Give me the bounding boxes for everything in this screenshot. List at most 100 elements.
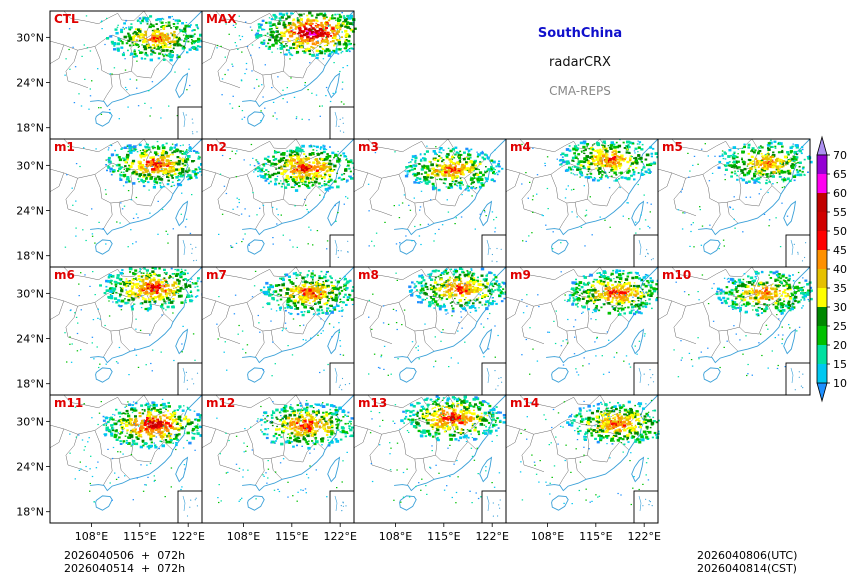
echo-cell bbox=[347, 48, 350, 51]
echo-cell bbox=[465, 161, 468, 164]
echo-cell bbox=[502, 288, 505, 290]
echo-cell bbox=[436, 158, 440, 162]
echo-cell bbox=[307, 270, 310, 272]
echo-cell bbox=[129, 166, 132, 169]
echo-cell bbox=[71, 187, 73, 189]
echo-cell bbox=[408, 290, 413, 293]
echo-cell bbox=[307, 186, 311, 189]
echo-cell bbox=[135, 328, 137, 330]
echo-cell bbox=[637, 140, 639, 142]
echo-cell bbox=[486, 156, 489, 158]
echo-cell bbox=[585, 155, 589, 158]
echo-cell bbox=[164, 151, 169, 155]
echo-cell bbox=[598, 173, 600, 175]
echo-cell bbox=[327, 162, 331, 165]
echo-cell bbox=[236, 197, 238, 199]
echo-cell bbox=[434, 279, 436, 281]
echo-cell bbox=[767, 151, 770, 153]
echo-cell bbox=[172, 161, 176, 165]
echo-cell bbox=[173, 25, 175, 28]
echo-cell bbox=[340, 173, 344, 176]
echo-cell bbox=[156, 289, 159, 292]
echo-cell bbox=[264, 162, 268, 165]
echo-cell bbox=[798, 165, 801, 168]
echo-cell bbox=[159, 186, 163, 189]
echo-cell bbox=[573, 152, 576, 155]
echo-cell bbox=[189, 35, 193, 38]
echo-cell bbox=[110, 144, 113, 147]
echo-cell bbox=[191, 160, 194, 163]
echo-cell bbox=[333, 29, 336, 32]
echo-cell bbox=[741, 158, 743, 161]
echo-cell bbox=[342, 152, 346, 155]
echo-cell bbox=[459, 172, 464, 176]
echo-cell bbox=[491, 211, 494, 213]
echo-cell bbox=[85, 15, 88, 17]
taiwan-coast bbox=[479, 200, 493, 227]
echo-cell bbox=[779, 142, 783, 145]
echo-cell bbox=[319, 293, 322, 296]
echo-cell bbox=[311, 288, 315, 291]
echo-cell bbox=[158, 177, 162, 181]
echo-cell bbox=[174, 173, 177, 176]
echo-cell bbox=[585, 149, 587, 152]
echo-cell bbox=[319, 300, 322, 302]
echo-cell bbox=[137, 44, 140, 46]
province-border bbox=[367, 138, 422, 153]
echo-cell bbox=[279, 47, 283, 50]
echo-cell bbox=[754, 170, 757, 173]
echo-cell bbox=[330, 284, 333, 287]
echo-cell bbox=[338, 28, 342, 31]
echo-cell bbox=[424, 157, 426, 159]
echo-cell bbox=[561, 152, 565, 156]
echo-cell bbox=[446, 153, 450, 156]
echo-cell bbox=[751, 166, 753, 168]
echo-cell bbox=[307, 299, 310, 302]
echo-cell bbox=[809, 160, 813, 164]
echo-cell bbox=[294, 25, 298, 29]
echo-cell bbox=[774, 163, 777, 166]
echo-cell bbox=[349, 159, 353, 162]
echo-cell bbox=[529, 181, 531, 183]
echo-cell bbox=[158, 282, 161, 285]
echo-cell bbox=[139, 162, 142, 164]
echo-cell bbox=[75, 235, 77, 237]
echo-cell bbox=[242, 348, 244, 350]
echo-cell bbox=[170, 27, 173, 29]
echo-cell bbox=[765, 179, 768, 182]
echo-cell bbox=[328, 52, 332, 55]
echo-cell bbox=[346, 289, 348, 291]
echo-cell bbox=[315, 177, 319, 180]
echo-cell bbox=[166, 296, 170, 300]
echo-cell bbox=[107, 165, 110, 168]
echo-cell bbox=[133, 42, 136, 45]
echo-cell bbox=[733, 167, 736, 169]
echo-cell bbox=[161, 17, 164, 19]
province-border bbox=[295, 10, 304, 39]
echo-cell bbox=[769, 159, 773, 162]
echo-cell bbox=[769, 156, 773, 158]
echo-cell bbox=[196, 45, 200, 48]
echo-cell bbox=[296, 33, 299, 35]
echo-cell bbox=[286, 101, 288, 103]
echo-cell bbox=[316, 290, 319, 293]
echo-cell bbox=[597, 163, 600, 166]
echo-cell bbox=[608, 164, 613, 168]
echo-cell bbox=[197, 27, 200, 30]
echo-cell bbox=[165, 22, 167, 24]
echo-cell bbox=[333, 44, 336, 47]
echo-cell bbox=[175, 28, 178, 30]
echo-cell bbox=[473, 176, 475, 178]
echo-cell bbox=[316, 161, 320, 164]
echo-field bbox=[367, 145, 504, 247]
echo-cell bbox=[451, 166, 454, 169]
echo-cell bbox=[320, 50, 324, 53]
echo-cell bbox=[451, 175, 455, 179]
echo-cell bbox=[137, 161, 142, 164]
echo-cell bbox=[149, 334, 151, 336]
echo-cell bbox=[319, 34, 323, 37]
echo-cell bbox=[123, 281, 126, 284]
echo-cell bbox=[154, 179, 156, 181]
echo-cell bbox=[331, 31, 334, 33]
echo-cell bbox=[325, 296, 327, 298]
